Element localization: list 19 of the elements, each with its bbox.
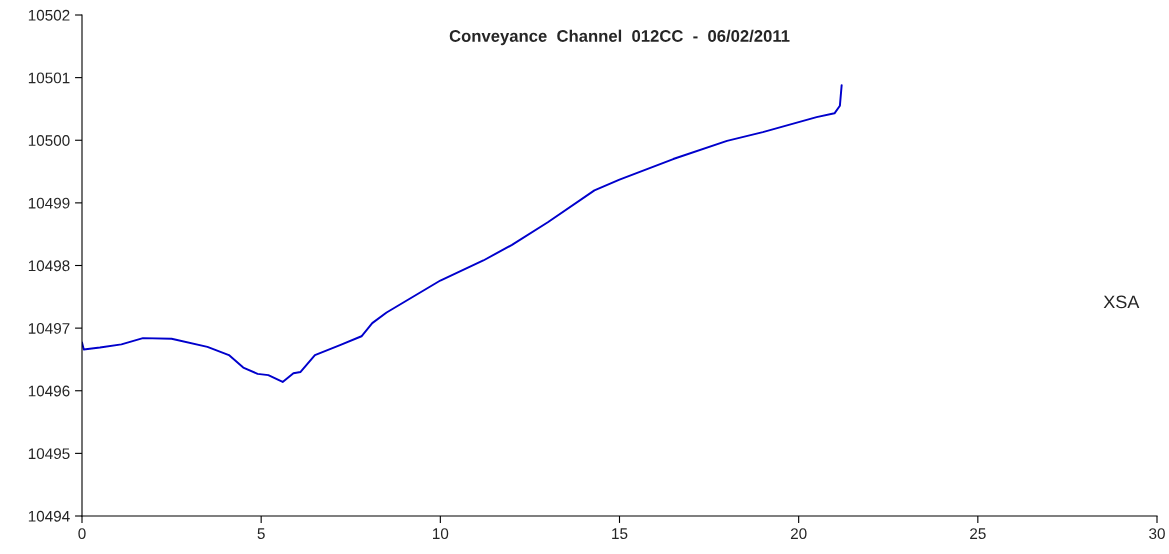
x-tick-label: 5 [257,528,265,540]
x-tick-label: 25 [970,528,986,540]
text: Conveyance Channel 012CC - 06/02/2011 [449,29,790,46]
y-tick-label: 10497 [28,322,70,334]
y-tick-label: 10494 [28,510,70,522]
y-tick-label: 10496 [28,385,70,397]
line-series [82,84,843,383]
x-tick-label: 10 [433,528,449,540]
y-tick-label: 10501 [28,72,70,84]
y-tick-label: 10502 [28,9,70,21]
x-tick-label: 20 [790,528,807,540]
x-tick-label: 30 [1149,528,1165,540]
y-tick-label: 10499 [28,197,70,209]
x-tick-label: 15 [612,528,628,540]
y-tick-label: 10498 [28,260,70,272]
x-tick-label: 0 [78,528,86,540]
y-tick-label: 10495 [28,448,70,460]
annotation: XSA [1103,295,1140,309]
y-tick-label: 10500 [28,135,70,146]
